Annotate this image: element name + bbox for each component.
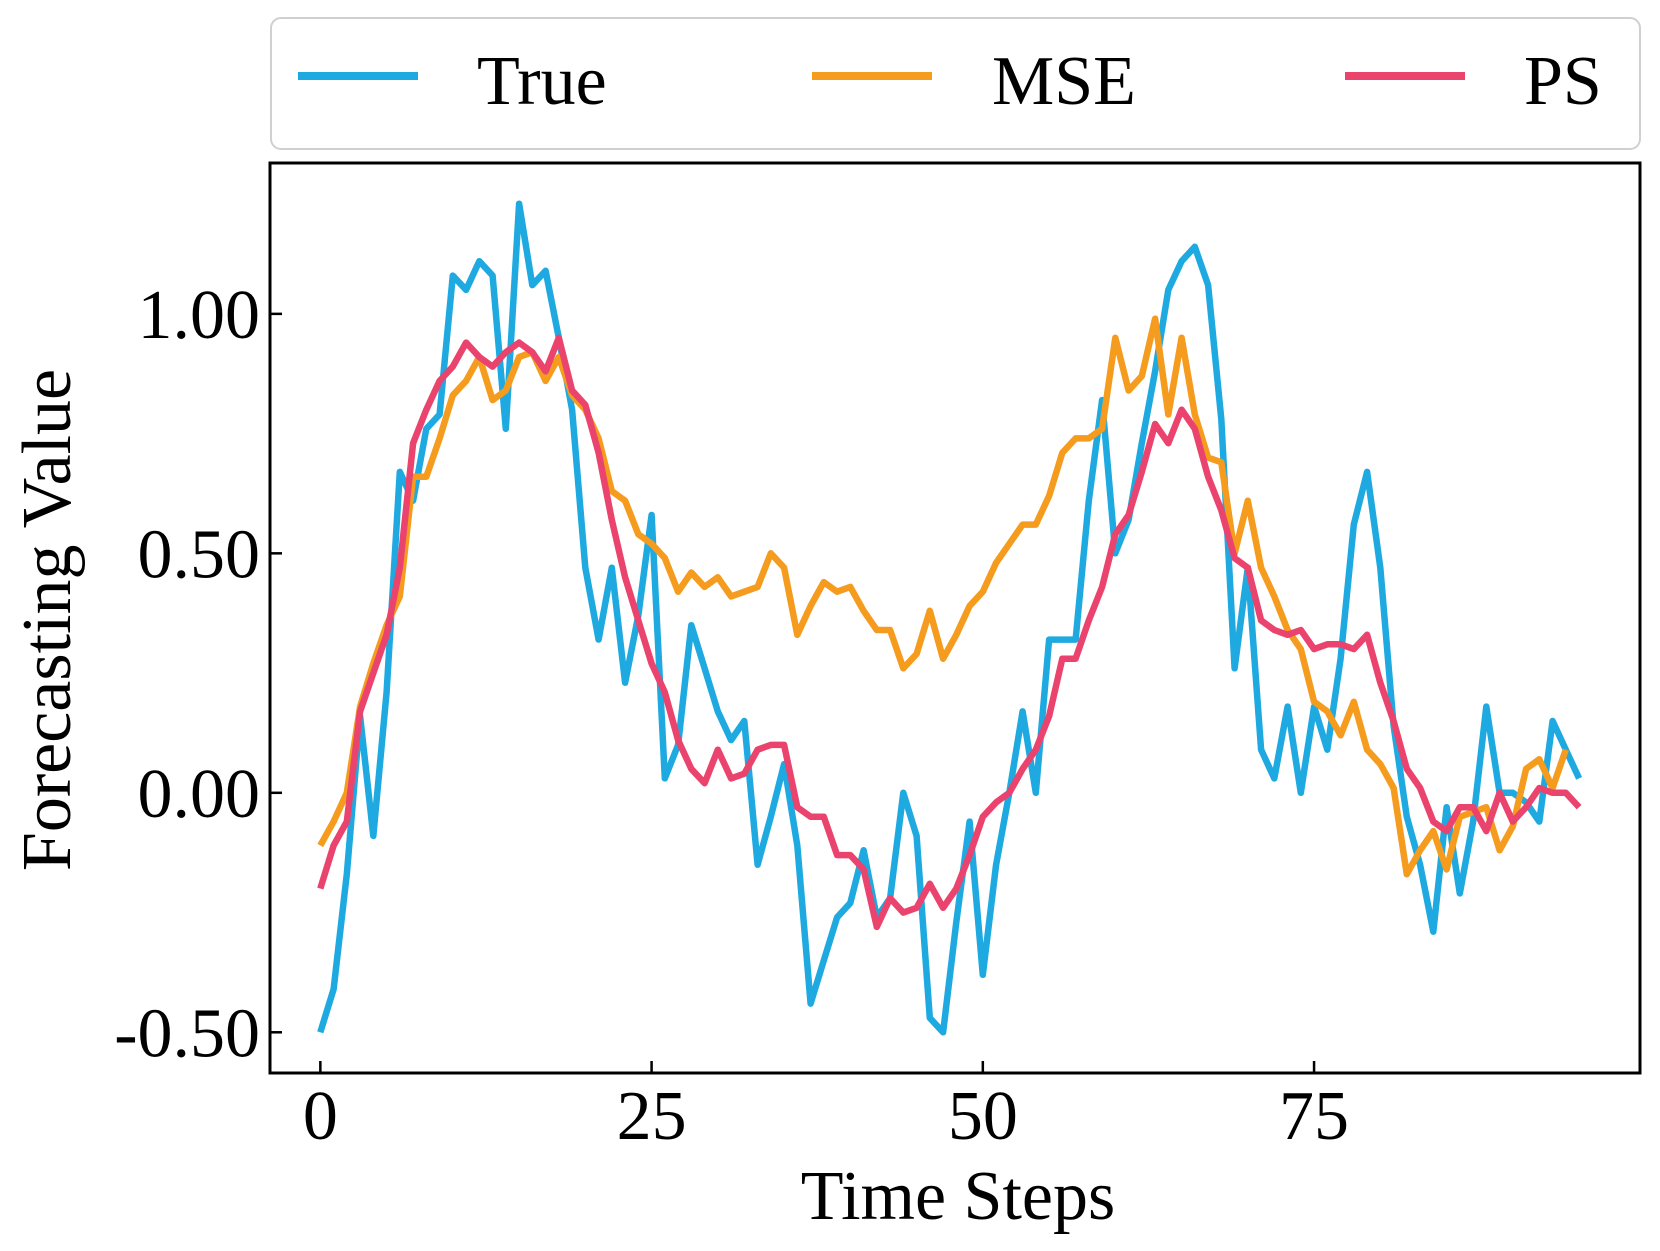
legend-label-ps: PS: [1524, 43, 1602, 120]
x-tick-label: 25: [617, 1078, 687, 1155]
x-tick-label: 75: [1279, 1078, 1349, 1155]
x-axis-title: Time Steps: [801, 1158, 1115, 1235]
y-tick-label: -0.50: [114, 995, 260, 1072]
legend-label-mse: MSE: [992, 43, 1136, 120]
legend-frame: [270, 17, 1641, 150]
plot-area: [317, 200, 1583, 1036]
y-tick-label: 0.50: [138, 516, 261, 593]
plot-frame: [268, 161, 1642, 1075]
legend: True MSE PS: [270, 17, 1641, 150]
x-tick-label: 0: [303, 1078, 338, 1155]
y-tick-label: 1.00: [138, 277, 261, 354]
series-line-true: [317, 200, 1583, 1036]
series-line-ps: [317, 334, 1582, 931]
x-tick-label: 50: [948, 1078, 1018, 1155]
series-line-mse: [317, 315, 1569, 878]
y-tick-label: 0.00: [138, 756, 261, 833]
legend-label-true: True: [477, 43, 607, 120]
y-axis-title: Forecasting Value: [9, 369, 86, 871]
axes: 0 25 50 75 -0.50 0.00 0.50 1.00: [114, 161, 1642, 1155]
